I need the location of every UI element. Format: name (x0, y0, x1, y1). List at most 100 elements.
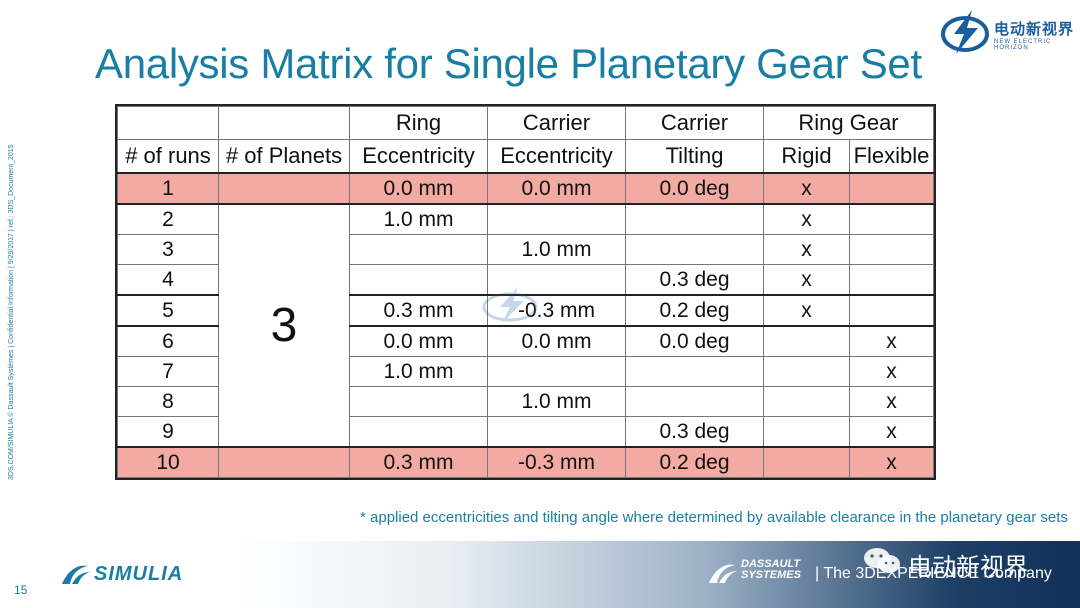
slide-title: Analysis Matrix for Single Planetary Gea… (95, 40, 922, 87)
run-cell: 8 (117, 386, 219, 417)
flexible-cell (849, 203, 934, 235)
run-cell: 5 (117, 294, 219, 327)
side-copyright-text: 3DS.COM/SIMULIA © Dassault Systèmes | Co… (8, 144, 15, 481)
dassault-wordmark: DASSAULT SYSTEMES (741, 558, 801, 581)
simulia-wordmark: SIMULIA (94, 563, 184, 585)
page-number: 15 (14, 583, 28, 597)
watermark-logo-icon (482, 287, 538, 323)
ring-ecc-cell (349, 234, 488, 265)
header-cell: # of runs (117, 139, 219, 174)
planets-cell (218, 172, 350, 205)
header-cell: Ring (349, 106, 488, 140)
header-cell: Eccentricity (487, 139, 626, 174)
table-row: 9 0.3 deg x (117, 416, 934, 448)
ring-ecc-cell: 0.3 mm (349, 294, 488, 327)
carrier-ecc-cell (487, 203, 626, 235)
header-cell (218, 106, 350, 140)
footer-band (240, 541, 1080, 608)
ring-ecc-cell: 0.0 mm (349, 325, 488, 357)
wechat-account-name: 电动新视界 (908, 554, 1028, 581)
ds-mark-icon (709, 564, 737, 583)
flexible-cell: x (849, 446, 934, 478)
rigid-cell: x (763, 234, 850, 265)
header-cell (117, 106, 219, 140)
planets-cell (218, 446, 350, 478)
carrier-ecc-cell: -0.3 mm (487, 294, 626, 327)
footnote: * applied eccentricities and tilting ang… (360, 509, 1068, 526)
table-row: 5 0.3 mm -0.3 mm 0.2 deg x (117, 294, 934, 327)
carrier-ecc-cell: 0.0 mm (487, 325, 626, 357)
header-cell: Eccentricity (349, 139, 488, 174)
run-cell: 2 (117, 203, 219, 235)
table-row: 10 0.3 mm -0.3 mm 0.2 deg x (117, 446, 934, 478)
run-cell: 9 (117, 416, 219, 448)
table-row: 8 1.0 mm x (117, 386, 934, 417)
carrier-ecc-cell: 1.0 mm (487, 234, 626, 265)
run-cell: 1 (117, 172, 219, 205)
tilt-cell: 0.3 deg (625, 264, 764, 296)
ring-ecc-cell: 0.3 mm (349, 446, 488, 478)
rigid-cell (763, 325, 850, 357)
brand-name-en: NEW ELECTRIC HORIZON (994, 39, 1052, 51)
header-row-1: Ring Carrier Carrier Ring Gear (117, 106, 934, 140)
table-row: 6 0.0 mm 0.0 mm 0.0 deg x (117, 325, 934, 357)
run-cell: 7 (117, 356, 219, 387)
ring-ecc-cell (349, 416, 488, 448)
company-tagline: | The 3DEXPERIENCE Company (815, 565, 1052, 582)
flexible-cell (849, 294, 934, 327)
table-row: 2 3 1.0 mm x (117, 203, 934, 448)
top-right-logo: 电动新视界 NEW ELECTRIC HORIZON (938, 8, 1078, 58)
lightning-globe-icon (941, 10, 989, 54)
header-cell: Carrier (487, 106, 626, 140)
run-cell: 10 (117, 446, 219, 478)
header-cell-ring-gear: Ring Gear (763, 106, 934, 140)
ring-ecc-cell: 0.0 mm (349, 172, 488, 205)
tilt-cell (625, 386, 764, 417)
rigid-cell: x (763, 264, 850, 296)
header-cell: Flexible (849, 139, 934, 174)
simulia-logo: SIMULIA (58, 560, 208, 588)
header-cell: Carrier (625, 106, 764, 140)
dassault-logo: DASSAULT SYSTEMES | The 3DEXPERIENCE Com… (705, 555, 1052, 591)
table-row: 1 0.0 mm 0.0 mm 0.0 deg x (117, 172, 934, 205)
rigid-cell (763, 446, 850, 478)
ring-ecc-cell: 1.0 mm (349, 203, 488, 235)
rigid-cell (763, 416, 850, 448)
header-cell: Tilting (625, 139, 764, 174)
flexible-cell: x (849, 416, 934, 448)
wechat-icon (864, 548, 900, 573)
brand-name-cn: 电动新视界 (994, 21, 1075, 38)
flexible-cell (849, 264, 934, 296)
rigid-cell: x (763, 203, 850, 235)
flexible-cell: x (849, 325, 934, 357)
carrier-ecc-cell: 0.0 mm (487, 172, 626, 205)
tilt-cell: 0.0 deg (625, 325, 764, 357)
table-row: 3 1.0 mm x (117, 234, 934, 265)
wechat-watermark: 电动新视界 (862, 543, 1062, 581)
carrier-ecc-cell: 1.0 mm (487, 386, 626, 417)
flexible-cell (849, 234, 934, 265)
carrier-ecc-cell: -0.3 mm (487, 446, 626, 478)
rigid-cell (763, 356, 850, 387)
carrier-ecc-cell (487, 416, 626, 448)
ring-ecc-cell: 1.0 mm (349, 356, 488, 387)
header-row-2: # of runs # of Planets Eccentricity Ecce… (117, 139, 934, 174)
tilt-cell: 0.3 deg (625, 416, 764, 448)
rigid-cell (763, 386, 850, 417)
rigid-cell: x (763, 172, 850, 205)
ring-ecc-cell (349, 386, 488, 417)
tilt-cell: 0.2 deg (625, 294, 764, 327)
header-cell: # of Planets (218, 139, 350, 174)
run-cell: 6 (117, 325, 219, 357)
planets-count-cell: 3 (218, 203, 350, 448)
run-cell: 4 (117, 264, 219, 296)
tilt-cell: 0.0 deg (625, 172, 764, 205)
analysis-matrix-table: Ring Carrier Carrier Ring Gear # of runs… (115, 104, 936, 480)
ds-mark-icon (62, 565, 90, 584)
flexible-cell: x (849, 386, 934, 417)
ring-ecc-cell (349, 264, 488, 296)
carrier-ecc-cell (487, 356, 626, 387)
header-cell: Rigid (763, 139, 850, 174)
flexible-cell: x (849, 356, 934, 387)
tilt-cell (625, 234, 764, 265)
